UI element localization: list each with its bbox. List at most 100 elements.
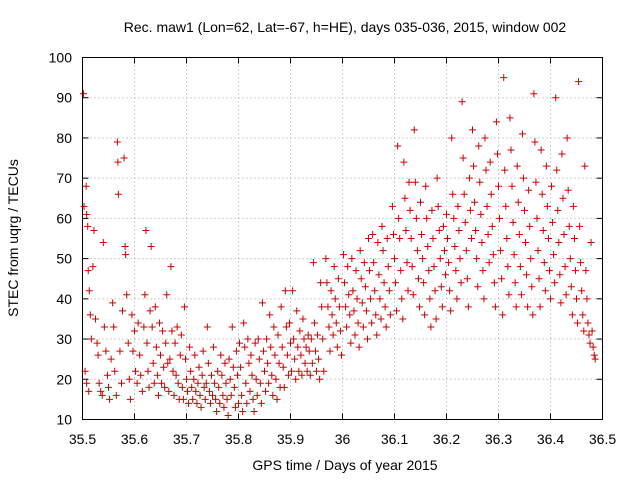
data-point bbox=[145, 383, 153, 391]
data-point bbox=[436, 255, 444, 263]
data-point bbox=[301, 359, 309, 367]
data-point bbox=[435, 226, 443, 234]
data-point bbox=[405, 178, 413, 186]
data-point bbox=[198, 371, 206, 379]
data-point bbox=[394, 142, 402, 150]
data-point bbox=[212, 395, 220, 403]
data-point bbox=[447, 307, 455, 315]
data-point bbox=[84, 222, 92, 230]
data-point bbox=[429, 235, 437, 242]
data-point bbox=[422, 182, 430, 190]
data-point bbox=[200, 383, 208, 391]
data-point bbox=[491, 303, 499, 311]
data-point bbox=[473, 255, 481, 263]
data-point bbox=[94, 351, 102, 359]
data-point bbox=[334, 275, 342, 283]
data-point bbox=[329, 331, 337, 339]
data-point bbox=[184, 387, 192, 395]
data-point bbox=[189, 395, 197, 403]
data-point bbox=[193, 399, 201, 407]
data-point bbox=[591, 355, 599, 363]
data-point bbox=[146, 307, 154, 315]
data-point bbox=[518, 130, 526, 138]
data-point bbox=[249, 395, 257, 403]
data-point bbox=[155, 319, 163, 327]
data-point bbox=[483, 202, 491, 210]
data-point bbox=[153, 371, 161, 379]
data-point bbox=[285, 319, 293, 327]
y-tick-label: 70 bbox=[56, 170, 72, 186]
data-point bbox=[541, 287, 549, 295]
data-point bbox=[490, 279, 498, 287]
data-point bbox=[305, 347, 313, 355]
data-point bbox=[443, 210, 450, 218]
data-point bbox=[218, 371, 226, 379]
data-point bbox=[168, 327, 176, 335]
data-point bbox=[324, 303, 332, 311]
x-tick-label: 35.6 bbox=[121, 431, 148, 447]
data-point bbox=[243, 399, 251, 407]
data-point bbox=[332, 319, 340, 327]
data-point bbox=[253, 391, 261, 399]
data-point bbox=[371, 287, 379, 295]
data-point bbox=[500, 74, 508, 82]
data-point bbox=[475, 142, 483, 150]
data-point bbox=[186, 343, 194, 351]
data-point bbox=[477, 210, 485, 218]
data-point bbox=[476, 178, 484, 186]
data-point bbox=[157, 351, 164, 359]
data-point bbox=[317, 279, 325, 287]
data-point bbox=[201, 395, 209, 403]
data-point bbox=[427, 323, 435, 331]
data-point bbox=[404, 287, 412, 295]
data-point bbox=[577, 259, 585, 267]
data-point bbox=[469, 126, 476, 134]
data-point bbox=[90, 226, 98, 234]
data-point bbox=[581, 162, 589, 170]
data-point bbox=[361, 283, 369, 291]
data-point bbox=[289, 287, 297, 295]
data-point bbox=[343, 323, 351, 331]
x-tick-label: 36.2 bbox=[433, 431, 460, 447]
data-point bbox=[216, 399, 224, 407]
data-point bbox=[465, 174, 473, 182]
data-point bbox=[103, 371, 111, 379]
data-point bbox=[448, 134, 456, 142]
data-point bbox=[357, 275, 365, 283]
data-point bbox=[486, 158, 494, 166]
data-point bbox=[433, 174, 441, 182]
data-point bbox=[113, 138, 121, 146]
data-point bbox=[385, 287, 393, 295]
data-point bbox=[561, 263, 569, 271]
data-point bbox=[553, 166, 561, 174]
data-point bbox=[151, 303, 159, 311]
data-point bbox=[537, 146, 545, 154]
data-point bbox=[245, 359, 253, 367]
data-point bbox=[280, 383, 288, 391]
data-point bbox=[536, 303, 544, 311]
data-point bbox=[233, 371, 241, 379]
data-point bbox=[154, 391, 162, 399]
data-point bbox=[428, 206, 436, 214]
data-point bbox=[111, 367, 119, 375]
data-point bbox=[325, 323, 333, 331]
data-point bbox=[419, 255, 427, 263]
data-point bbox=[503, 235, 511, 242]
data-point bbox=[259, 347, 267, 355]
data-point bbox=[144, 367, 152, 375]
data-point bbox=[269, 391, 277, 399]
data-point bbox=[209, 391, 216, 399]
data-point bbox=[347, 339, 355, 347]
data-point bbox=[589, 343, 597, 351]
data-point bbox=[194, 379, 202, 387]
data-point bbox=[83, 210, 91, 218]
data-point bbox=[152, 343, 160, 351]
data-point bbox=[450, 214, 458, 222]
data-point bbox=[567, 283, 575, 291]
data-point bbox=[449, 190, 457, 198]
data-point bbox=[241, 343, 249, 351]
y-tick-label: 40 bbox=[56, 291, 72, 307]
data-point bbox=[112, 391, 120, 399]
data-point bbox=[257, 399, 265, 407]
x-tick-label: 36.3 bbox=[485, 431, 512, 447]
